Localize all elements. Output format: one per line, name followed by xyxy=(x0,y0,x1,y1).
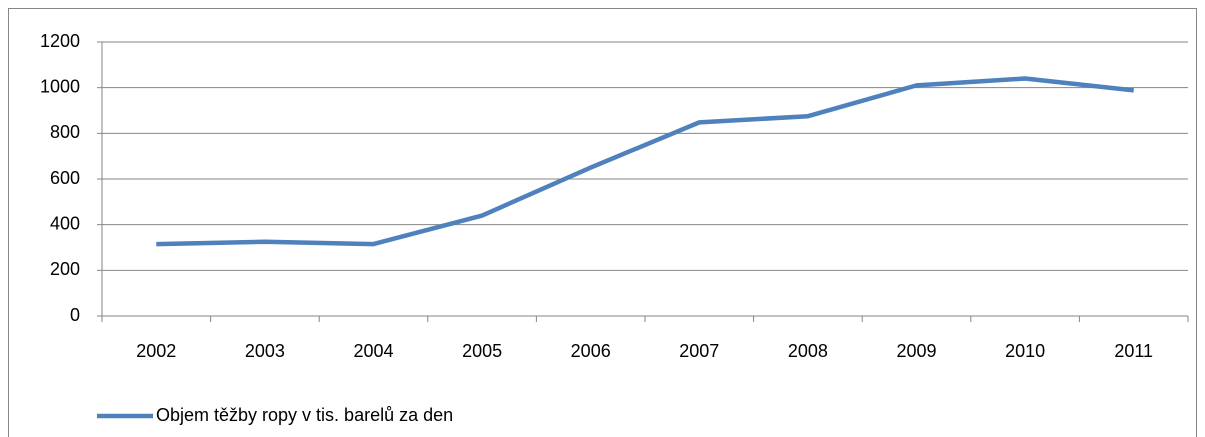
x-tick-label: 2005 xyxy=(462,341,502,361)
x-tick-label: 2004 xyxy=(353,341,393,361)
x-tick-label: 2007 xyxy=(679,341,719,361)
y-tick-label: 0 xyxy=(70,305,80,325)
y-tick-label: 400 xyxy=(50,213,80,233)
y-tick-label: 200 xyxy=(50,259,80,279)
data-line xyxy=(156,76,1134,247)
x-tick-label: 2003 xyxy=(245,341,285,361)
x-tick-label: 2010 xyxy=(1005,341,1045,361)
x-tick-label: 2002 xyxy=(136,341,176,361)
legend-label: Objem těžby ropy v tis. barelů za den xyxy=(156,405,453,425)
y-tick-label: 1000 xyxy=(40,76,80,96)
x-tick-label: 2009 xyxy=(896,341,936,361)
y-tick-label: 800 xyxy=(50,122,80,142)
x-tick-label: 2008 xyxy=(788,341,828,361)
x-tick-label: 2006 xyxy=(571,341,611,361)
x-tick-label: 2011 xyxy=(1114,341,1153,361)
chart-frame xyxy=(8,8,1197,437)
y-tick-label: 600 xyxy=(50,168,80,188)
y-tick-label: 1200 xyxy=(40,31,80,51)
